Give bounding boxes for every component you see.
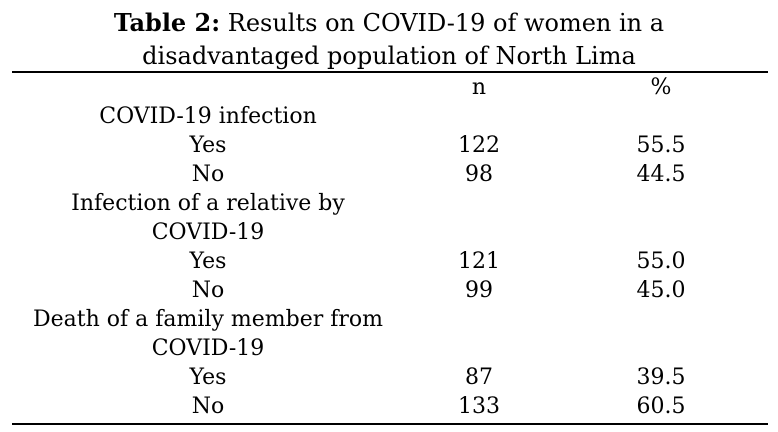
table-row: Yes 87 39.5 xyxy=(12,363,768,392)
answer-label: No xyxy=(191,278,225,303)
column-header-n: n xyxy=(471,75,487,100)
count-cell: 98 xyxy=(465,162,493,187)
count-cell: 133 xyxy=(458,394,500,419)
section-label: COVID-19 xyxy=(151,220,265,245)
percent-cell: 44.5 xyxy=(636,162,686,187)
caption-title-part-1: Results on COVID-19 of women in a xyxy=(220,9,665,37)
caption-line-1: Table 2: Results on COVID-19 of women in… xyxy=(0,6,778,40)
table-row: No 99 45.0 xyxy=(12,276,768,305)
table-row: Yes 122 55.5 xyxy=(12,131,768,160)
section-label: Death of a family member from xyxy=(32,307,383,332)
percent-cell: 45.0 xyxy=(636,278,686,303)
table-row: No 98 44.5 xyxy=(12,160,768,189)
answer-label: No xyxy=(191,162,225,187)
count-cell: 99 xyxy=(465,278,493,303)
top-rule xyxy=(12,71,768,73)
answer-label: No xyxy=(191,394,225,419)
bottom-rule xyxy=(12,423,768,425)
percent-cell: 39.5 xyxy=(636,365,686,390)
caption-line-2: disadvantaged population of North Lima xyxy=(142,42,636,70)
answer-label: Yes xyxy=(189,249,227,274)
count-cell: 122 xyxy=(458,133,500,158)
count-cell: 121 xyxy=(458,249,500,274)
table-section-row: Death of a family member from xyxy=(12,305,768,334)
section-label: COVID-19 infection xyxy=(99,104,317,129)
section-label: Infection of a relative by xyxy=(71,191,345,216)
caption-label: Table 2: xyxy=(113,8,221,37)
count-cell: 87 xyxy=(465,365,493,390)
answer-label: Yes xyxy=(189,365,227,390)
section-label: COVID-19 xyxy=(151,336,265,361)
table-section-row: Infection of a relative by xyxy=(12,189,768,218)
percent-cell: 55.5 xyxy=(636,133,686,158)
percent-cell: 55.0 xyxy=(636,249,686,274)
table-caption: Table 2: Results on COVID-19 of women in… xyxy=(0,6,778,73)
answer-label: Yes xyxy=(189,133,227,158)
table-row: No 133 60.5 xyxy=(12,392,768,421)
table-section-row: COVID-19 xyxy=(12,218,768,247)
table-section-row: COVID-19 xyxy=(12,334,768,363)
table-row: Yes 121 55.0 xyxy=(12,247,768,276)
table-section-row: COVID-19 infection xyxy=(12,102,768,131)
table-body: COVID-19 infection Yes 122 55.5 No 98 44.5 Infe… xyxy=(12,102,768,421)
percent-cell: 60.5 xyxy=(636,394,686,419)
column-header-percent: % xyxy=(650,75,672,100)
